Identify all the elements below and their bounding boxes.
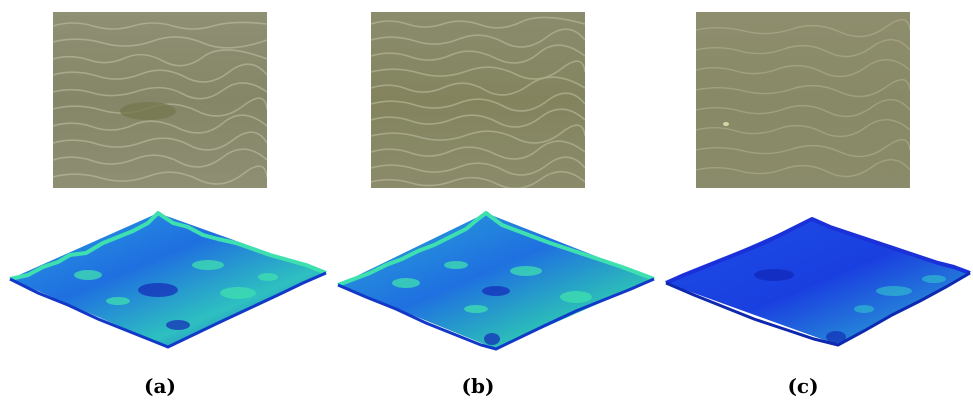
water-photo-a xyxy=(53,12,267,188)
water-photo-c xyxy=(696,12,910,188)
panel-c-label: (c) xyxy=(787,374,819,398)
height-surface-b xyxy=(336,205,666,355)
height-surface-c xyxy=(664,205,973,355)
panel-a-label: (a) xyxy=(144,374,176,398)
panel-b-label: (b) xyxy=(461,374,495,398)
water-photo-b xyxy=(371,12,585,188)
height-surface-a xyxy=(8,205,338,355)
